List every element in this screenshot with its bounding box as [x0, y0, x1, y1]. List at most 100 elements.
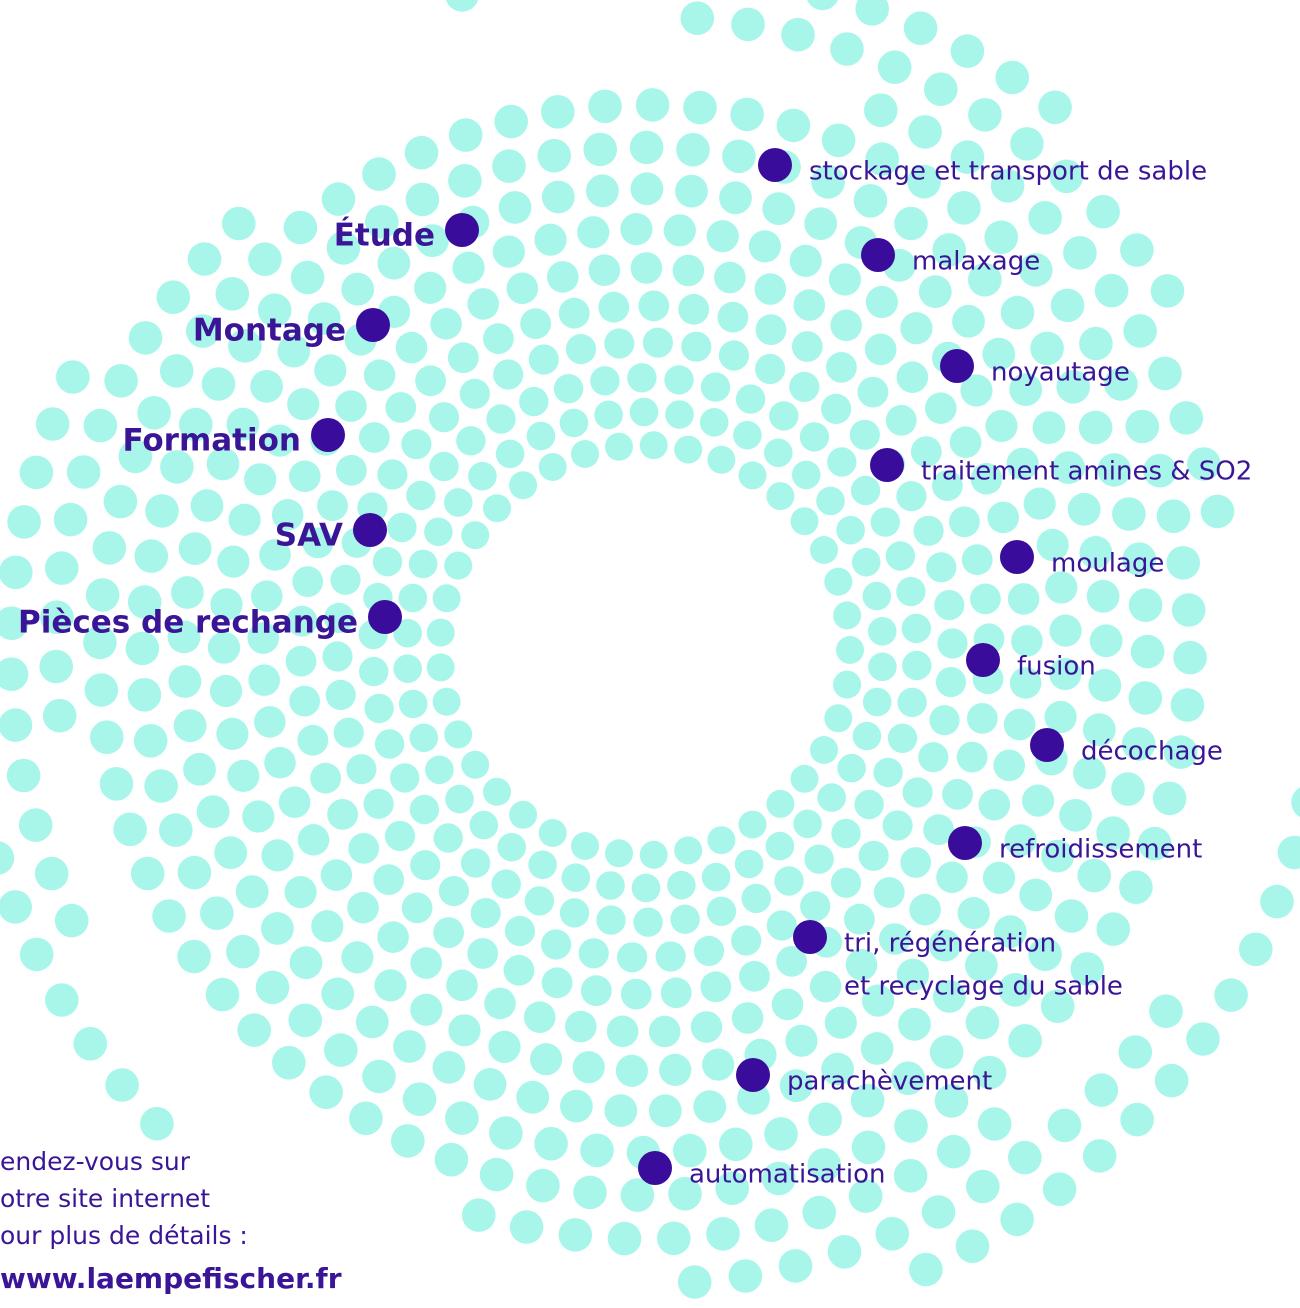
bg-dot [424, 518, 453, 547]
bg-dot [272, 1046, 306, 1080]
bg-dot [604, 1094, 637, 1127]
bg-dot [675, 175, 708, 208]
bg-dot [830, 310, 862, 342]
bg-dot [1019, 879, 1052, 912]
bg-dot [84, 409, 118, 443]
bg-dot [406, 481, 435, 510]
bg-dot [560, 409, 589, 438]
bg-dot [256, 971, 290, 1005]
bg-dot [317, 490, 348, 521]
bg-dot [309, 1075, 343, 1109]
bg-dot [462, 1198, 496, 1232]
bg-dot [866, 286, 898, 318]
bg-dot [667, 871, 696, 900]
bg-dot [356, 1006, 389, 1039]
bg-dot [1000, 1203, 1034, 1237]
bg-dot [430, 308, 462, 340]
bg-dot [947, 191, 981, 225]
bg-dot [346, 754, 376, 784]
bg-dot [665, 400, 694, 429]
bg-dot [449, 118, 483, 152]
bg-dot [810, 971, 842, 1003]
bg-dot [530, 1043, 562, 1075]
bg-dot [390, 763, 419, 792]
bg-dot [244, 463, 276, 495]
bg-dot [489, 1116, 523, 1150]
bg-dot [608, 1222, 642, 1256]
process-label: parachèvement [787, 1067, 992, 1097]
bg-dot [290, 946, 323, 979]
bg-dot [242, 800, 274, 832]
bg-dot [43, 699, 77, 733]
bg-dot [248, 664, 280, 696]
bg-dot [405, 136, 439, 170]
bg-dot [643, 328, 673, 358]
bg-dot [406, 183, 440, 217]
bg-dot [1171, 688, 1205, 722]
bg-dot [902, 651, 931, 680]
bg-dot [936, 667, 966, 697]
bg-dot [456, 426, 485, 455]
bg-dot [250, 370, 283, 403]
bg-dot [321, 859, 353, 891]
bg-dot [719, 181, 752, 214]
bg-dot [217, 546, 249, 578]
bg-dot [425, 756, 454, 785]
bg-dot [460, 379, 490, 409]
bg-dot [427, 619, 455, 647]
bg-dot [534, 1127, 568, 1161]
bg-dot [800, 891, 830, 921]
bg-dot [1172, 593, 1206, 627]
bg-dot [509, 801, 537, 829]
bg-dot [693, 1090, 726, 1123]
bg-dot [1129, 588, 1163, 622]
bg-dot [735, 850, 764, 879]
bg-dot [1008, 1141, 1042, 1175]
bg-dot [427, 653, 455, 681]
bg-dot [926, 552, 956, 582]
bg-dot [410, 994, 442, 1026]
bg-dot [817, 783, 846, 812]
bg-dot [93, 531, 127, 565]
bg-dot [1024, 488, 1056, 520]
bg-dot [324, 1033, 358, 1067]
bg-dot [858, 377, 889, 408]
bg-dot [739, 461, 767, 489]
bg-dot [131, 857, 165, 891]
bg-dot [810, 536, 838, 564]
bg-dot [850, 420, 880, 450]
infographic: endez-vous sur otre site internet our pl… [0, 0, 1300, 1308]
bg-dot [445, 1101, 479, 1135]
bg-dot [950, 426, 982, 458]
bg-dot [483, 494, 511, 522]
bg-dot [334, 718, 364, 748]
bg-dot [868, 617, 897, 646]
bg-dot [830, 32, 864, 66]
bg-dot [580, 1134, 614, 1168]
bg-dot [664, 365, 693, 394]
bg-dot [298, 824, 330, 856]
process-label: et recyclage du sable [844, 972, 1123, 1002]
bg-dot [468, 462, 497, 491]
bg-dot [831, 868, 861, 898]
bg-dot [756, 314, 787, 345]
bg-dot [264, 747, 296, 779]
bg-dot [1008, 583, 1040, 615]
bg-dot [755, 354, 785, 384]
bg-dot [1153, 782, 1187, 816]
bg-dot [492, 869, 521, 898]
bg-dot [733, 421, 762, 450]
bg-dot [100, 767, 134, 801]
bg-dot [937, 1135, 971, 1169]
bg-dot [446, 970, 478, 1002]
bg-dot [878, 50, 912, 84]
bg-dot [1239, 933, 1273, 967]
footer-url[interactable]: www.laempefischer.fr [0, 1262, 342, 1295]
bg-dot [968, 98, 1002, 132]
bg-dot [0, 556, 33, 590]
process-label: décochage [1081, 737, 1223, 767]
bg-dot [573, 1051, 605, 1083]
bg-dot [791, 507, 819, 535]
dot-ring [0, 0, 1300, 1299]
bg-dot [1155, 1064, 1189, 1098]
